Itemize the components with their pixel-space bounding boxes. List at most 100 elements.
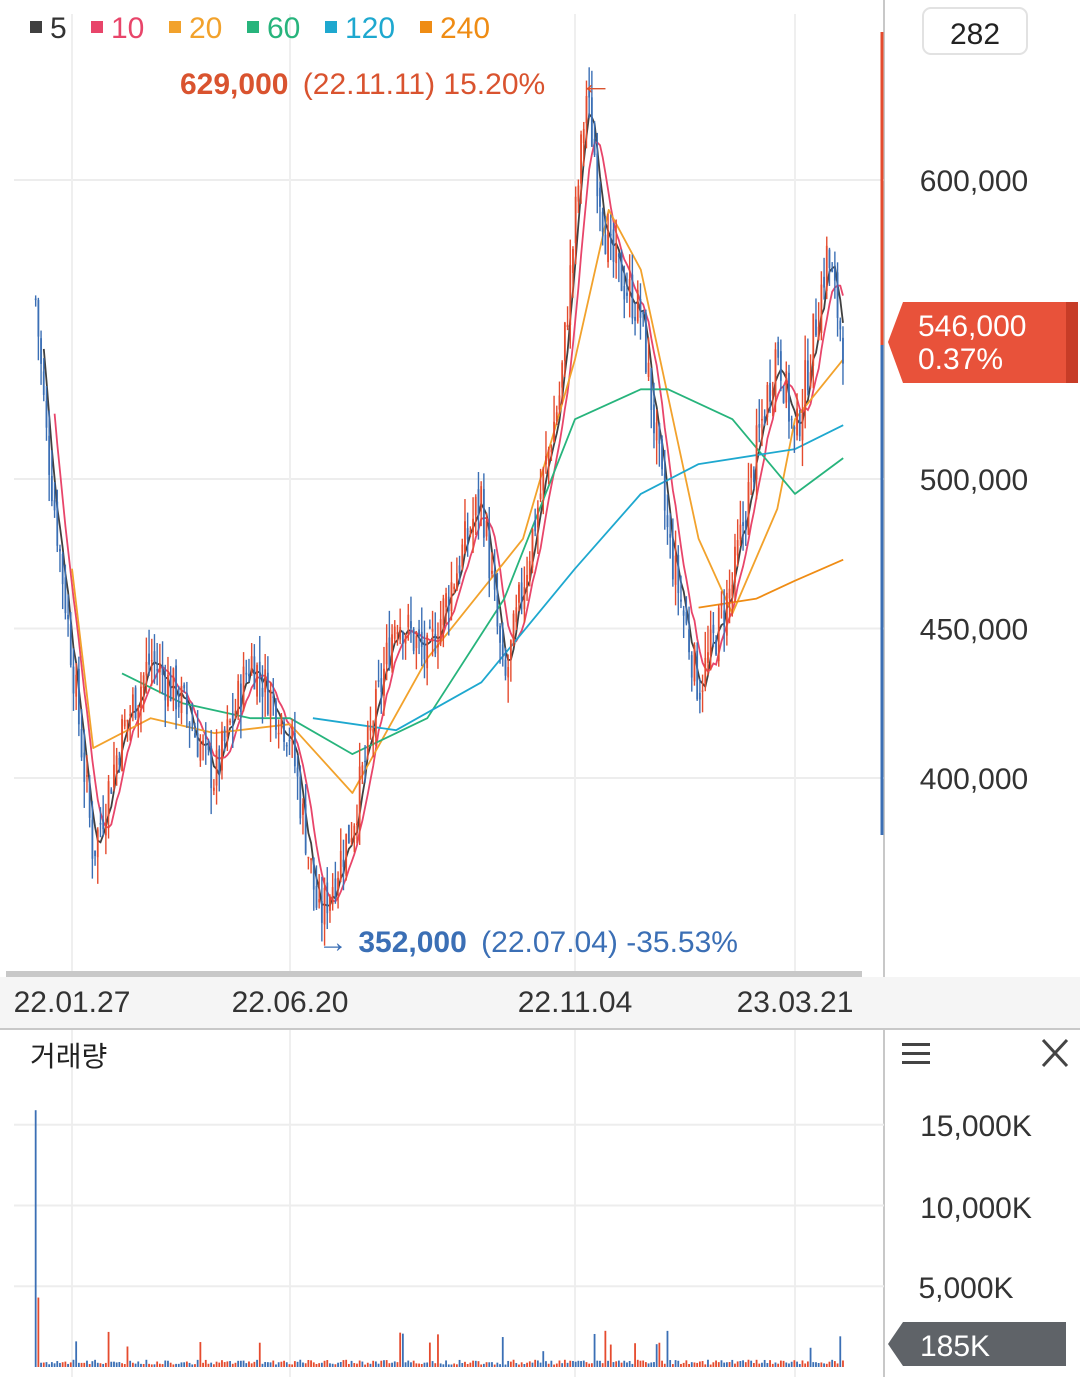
candle-body <box>574 196 577 244</box>
current-volume-badge[interactable]: 185K <box>888 1322 1066 1366</box>
top-counter-badge[interactable]: 282 <box>922 7 1028 55</box>
volume-bar <box>42 1362 45 1367</box>
candle-body <box>126 719 129 722</box>
x-axis-area[interactable]: 22.01.27 22.06.20 22.11.04 23.03.21 <box>0 971 1080 1030</box>
high-annotation: 629,000 (22.11.11) 15.20% ← <box>180 65 612 101</box>
volume-bar <box>123 1364 126 1367</box>
candle-body <box>304 804 307 854</box>
volume-bar <box>542 1351 545 1367</box>
candle-body <box>96 829 99 858</box>
volume-panel[interactable]: 거래량 15,000K 10,000K 5,000K 185K <box>14 1029 1069 1377</box>
candle-body <box>266 672 269 715</box>
volume-bar <box>393 1361 396 1367</box>
range-scrollbar[interactable] <box>6 971 862 977</box>
candle-body <box>226 719 229 737</box>
volume-bar <box>383 1360 385 1367</box>
volume-bar <box>94 1359 96 1367</box>
candle-body <box>491 570 493 574</box>
legend-label-10[interactable]: 10 <box>111 12 144 45</box>
volume-bar <box>496 1362 499 1367</box>
volume-bar <box>226 1361 229 1367</box>
candle-body <box>64 577 67 614</box>
candle-body <box>717 607 720 662</box>
volume-bar <box>248 1361 250 1367</box>
volume-bar <box>145 1359 148 1367</box>
candle-body <box>704 657 707 685</box>
candle-body <box>59 548 61 552</box>
candle-body <box>242 666 245 710</box>
candle-body <box>177 701 180 708</box>
candle-body <box>199 743 202 761</box>
volume-bar <box>682 1362 685 1367</box>
volume-bar <box>547 1363 550 1367</box>
candle-body <box>318 899 321 903</box>
current-volume-box <box>888 1322 1066 1366</box>
candle-body <box>188 722 191 728</box>
volume-bar <box>812 1362 815 1367</box>
volume-bar <box>237 1360 240 1367</box>
volume-bar <box>747 1359 750 1367</box>
ma-legend[interactable]: 5 10 20 60 120 240 <box>30 12 490 45</box>
price-panel[interactable] <box>14 0 885 1377</box>
candle-body <box>466 528 469 540</box>
volume-bar <box>148 1363 150 1367</box>
candle-body <box>194 733 196 738</box>
candle-body <box>69 624 72 666</box>
volume-bar <box>725 1362 728 1367</box>
volume-bar <box>140 1363 142 1367</box>
candle-body <box>356 823 358 826</box>
volume-bar <box>96 1362 99 1367</box>
candle-body <box>42 371 45 395</box>
candle-body <box>831 269 834 272</box>
legend-label-5[interactable]: 5 <box>50 12 67 45</box>
legend-label-240[interactable]: 240 <box>440 12 490 45</box>
candle-body <box>644 312 647 373</box>
candle-body <box>48 435 51 475</box>
legend-label-120[interactable]: 120 <box>345 12 395 45</box>
candle-body <box>231 713 234 724</box>
volume-bar <box>723 1362 726 1367</box>
candle-body <box>512 613 515 647</box>
volume-bar <box>458 1359 461 1367</box>
candle-body <box>75 674 78 697</box>
menu-icon-bar-1 <box>902 1043 930 1046</box>
candle-body <box>601 211 604 232</box>
high-arrow-icon: ← <box>580 65 612 101</box>
candles <box>34 67 844 946</box>
volume-bar <box>296 1361 299 1367</box>
candle-body <box>812 313 815 366</box>
candle-body <box>593 138 596 156</box>
candle-body <box>334 878 337 898</box>
candle-body <box>572 248 574 274</box>
volume-bar <box>793 1360 796 1367</box>
candle-body <box>261 687 264 697</box>
candle-body <box>380 678 383 692</box>
volume-bar <box>172 1364 175 1367</box>
volume-bar <box>339 1362 342 1367</box>
candle-body <box>391 634 393 669</box>
candle-body <box>499 625 501 643</box>
legend-label-20[interactable]: 20 <box>189 12 222 45</box>
volume-bar <box>350 1360 353 1367</box>
candle-body <box>439 619 442 644</box>
volume-bar <box>115 1362 118 1367</box>
volume-bar <box>221 1360 223 1367</box>
volume-bar <box>399 1332 402 1367</box>
volume-bar <box>563 1359 566 1367</box>
legend-label-60[interactable]: 60 <box>267 12 300 45</box>
volume-bar <box>620 1362 623 1367</box>
volume-bar <box>504 1364 507 1367</box>
close-icon[interactable] <box>1041 1038 1069 1068</box>
volume-bar <box>345 1359 348 1367</box>
candle-body <box>788 372 790 422</box>
current-price-badge[interactable]: 546,000 0.37% <box>888 302 1078 383</box>
candle-body <box>725 592 728 636</box>
volume-bar <box>485 1362 488 1367</box>
menu-icon[interactable] <box>902 1043 930 1064</box>
candle-body <box>493 570 496 590</box>
volume-bar <box>356 1363 358 1367</box>
candle-body <box>836 272 839 318</box>
candle-body <box>175 665 177 710</box>
